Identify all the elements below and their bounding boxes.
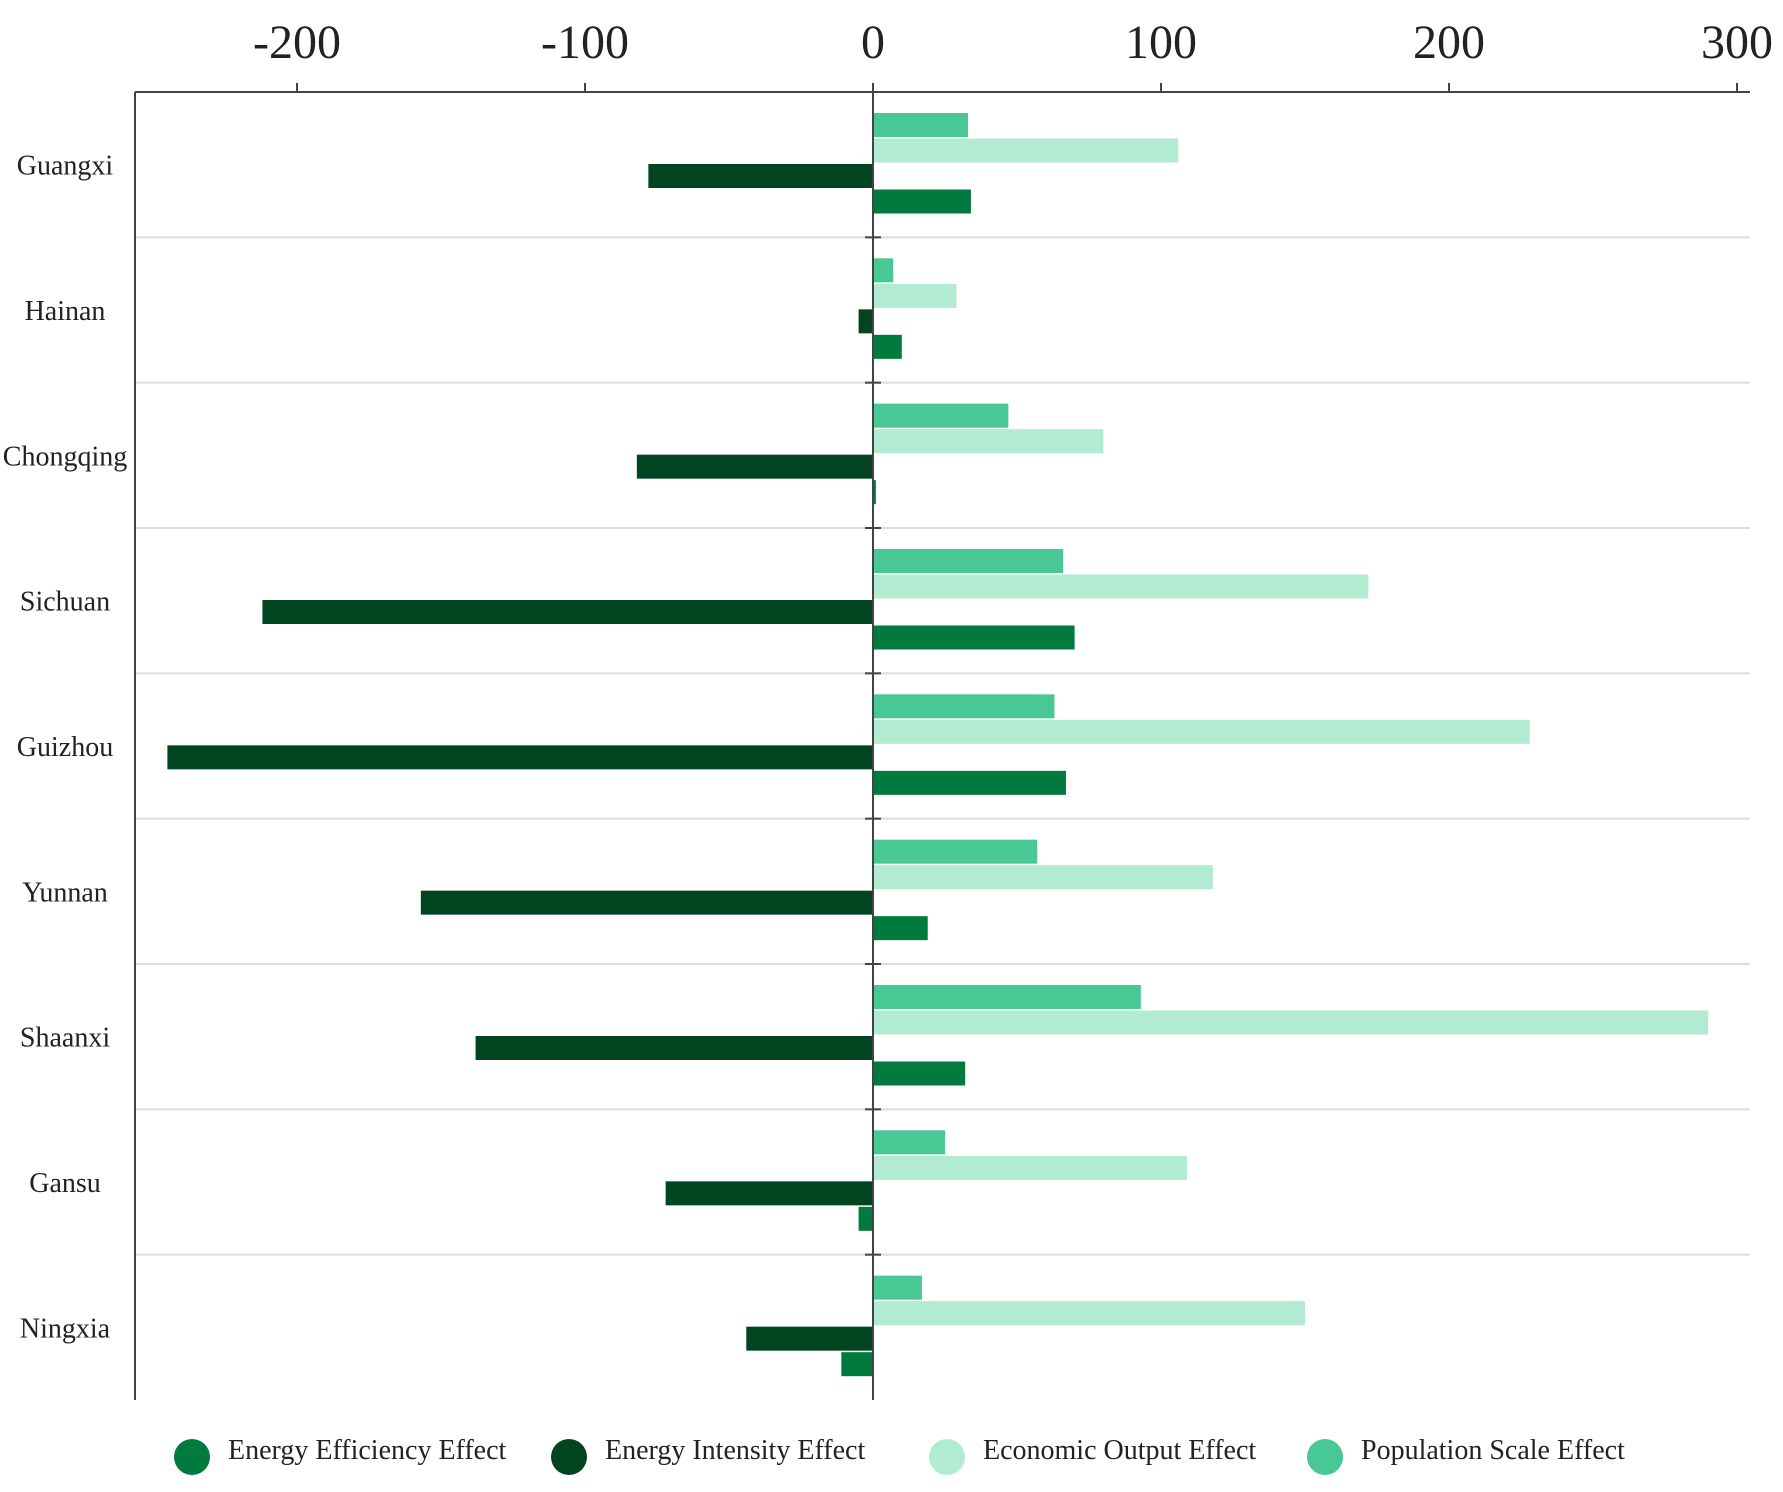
category-label-gansu: Gansu — [29, 1168, 101, 1199]
bar-ningxia-energy-intensity-effect — [746, 1326, 873, 1351]
bar-yunnan-energy-intensity-effect — [420, 890, 873, 915]
bar-guizhou-energy-efficiency-effect — [873, 770, 1066, 795]
bar-shaanxi-economic-output-effect — [873, 1010, 1709, 1035]
category-label-guizhou: Guizhou — [17, 732, 113, 763]
bar-shaanxi-energy-efficiency-effect — [873, 1061, 966, 1086]
category-label-hainan: Hainan — [25, 296, 106, 327]
bar-ningxia-population-scale-effect — [873, 1275, 922, 1300]
axes — [134, 83, 1750, 1400]
legend-marker-energy-intensity-effect — [551, 1439, 587, 1475]
x-tick-label: 100 — [1125, 16, 1197, 69]
bar-sichuan-energy-intensity-effect — [262, 600, 873, 624]
bar-sichuan-population-scale-effect — [873, 549, 1064, 573]
legend-marker-economic-output-effect — [929, 1439, 965, 1475]
bar-sichuan-economic-output-effect — [873, 574, 1369, 599]
bar-guangxi-population-scale-effect — [873, 113, 969, 137]
category-label-guangxi: Guangxi — [17, 151, 114, 182]
bar-yunnan-economic-output-effect — [873, 865, 1213, 890]
bar-ningxia-energy-efficiency-effect — [841, 1352, 873, 1377]
bar-chongqing-population-scale-effect — [873, 403, 1009, 428]
bar-guangxi-energy-intensity-effect — [648, 164, 873, 188]
x-tick-label: -200 — [253, 16, 341, 69]
legend-marker-energy-efficiency-effect — [174, 1439, 210, 1475]
bar-guangxi-energy-efficiency-effect — [873, 189, 971, 214]
bar-guizhou-energy-intensity-effect — [167, 745, 873, 770]
legend-marker-population-scale-effect — [1307, 1439, 1343, 1475]
bar-yunnan-population-scale-effect — [873, 839, 1038, 864]
bar-chongqing-energy-intensity-effect — [636, 454, 873, 479]
category-label-yunnan: Yunnan — [22, 877, 108, 908]
legend-label-population-scale-effect: Population Scale Effect — [1361, 1435, 1625, 1466]
bar-gansu-energy-intensity-effect — [665, 1181, 873, 1206]
bar-shaanxi-energy-intensity-effect — [475, 1036, 873, 1060]
bar-gansu-energy-efficiency-effect — [858, 1206, 873, 1231]
category-label-sichuan: Sichuan — [20, 587, 110, 618]
bar-hainan-population-scale-effect — [873, 258, 894, 283]
bar-chongqing-economic-output-effect — [873, 429, 1104, 454]
bar-hainan-economic-output-effect — [873, 283, 957, 308]
bar-ningxia-economic-output-effect — [873, 1301, 1305, 1326]
legend-label-energy-intensity-effect: Energy Intensity Effect — [605, 1435, 865, 1466]
legend: Energy Efficiency Effect Energy Intensity… — [174, 1435, 1625, 1475]
category-label-shaanxi: Shaanxi — [20, 1023, 110, 1054]
x-tick-label: 0 — [861, 16, 885, 69]
bar-yunnan-energy-efficiency-effect — [873, 916, 928, 941]
x-tick-label: -100 — [541, 16, 629, 69]
bar-guizhou-population-scale-effect — [873, 694, 1055, 719]
bar-shaanxi-population-scale-effect — [873, 985, 1141, 1009]
labels: -200 -100 0 100 200 300 Guangxi Hainan Chongqing… — [3, 16, 1773, 1344]
x-tick-label: 200 — [1413, 16, 1485, 69]
category-label-chongqing: Chongqing — [3, 441, 127, 472]
bar-gansu-economic-output-effect — [873, 1155, 1187, 1180]
bars — [167, 113, 1709, 1377]
bar-guangxi-economic-output-effect — [873, 138, 1179, 163]
bar-hainan-energy-intensity-effect — [858, 309, 873, 334]
bar-hainan-energy-efficiency-effect — [873, 334, 902, 359]
bar-sichuan-energy-efficiency-effect — [873, 625, 1075, 650]
category-label-ningxia: Ningxia — [20, 1313, 111, 1344]
legend-label-economic-output-effect: Economic Output Effect — [983, 1435, 1256, 1466]
bar-guizhou-economic-output-effect — [873, 719, 1530, 744]
legend-label-energy-efficiency-effect: Energy Efficiency Effect — [228, 1435, 507, 1466]
bar-gansu-population-scale-effect — [873, 1130, 945, 1155]
x-tick-label: 300 — [1701, 16, 1773, 69]
bar-chongqing-energy-efficiency-effect — [873, 480, 876, 505]
grid-lines — [135, 236, 1750, 1256]
